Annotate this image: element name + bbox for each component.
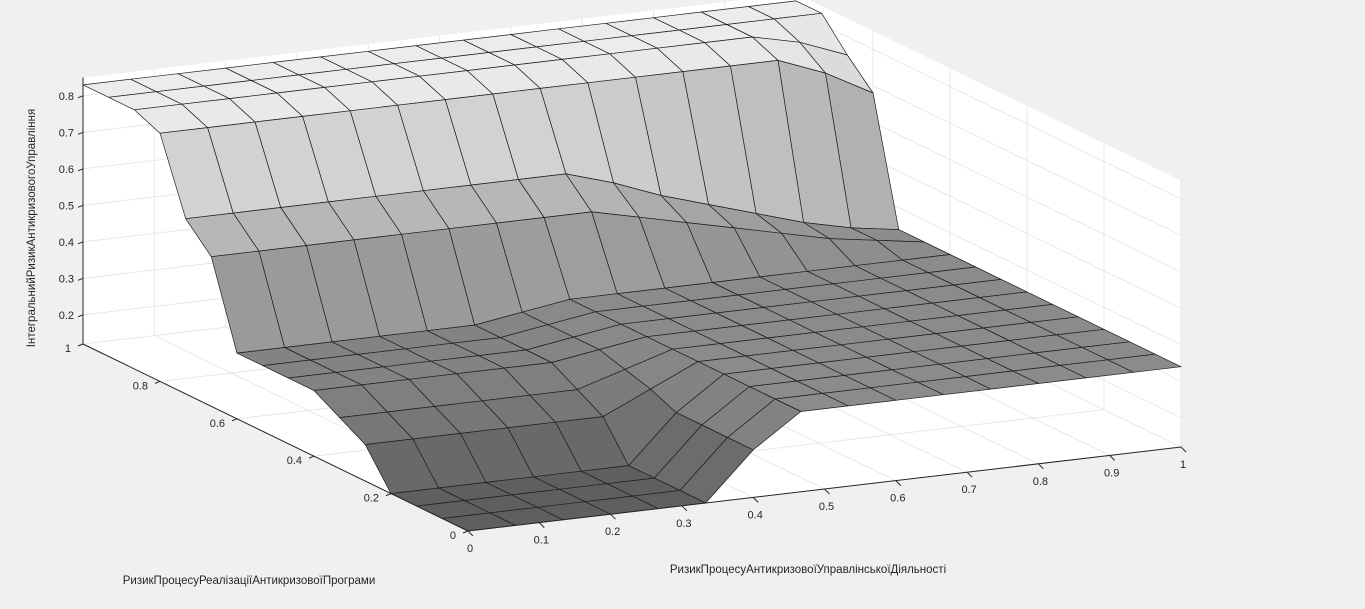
z-tick-label: 0.8 (59, 91, 74, 103)
z-tick-mark (77, 95, 84, 99)
x-tick-label: 0.7 (961, 484, 976, 496)
z-tick-mark (77, 241, 84, 245)
y-tick-mark (154, 380, 161, 384)
z-tick-mark (77, 204, 84, 208)
x-tick-mark (1038, 463, 1044, 470)
x-tick-label: 0.8 (1033, 476, 1048, 488)
z-tick-label: 0.4 (59, 237, 74, 249)
y-tick-mark (462, 530, 469, 534)
x-tick-label: 0.2 (605, 526, 620, 538)
z-tick-mark (77, 131, 84, 135)
y-tick-label: 0.2 (364, 493, 379, 505)
x-tick-mark (681, 505, 688, 512)
y-tick-label: 0 (450, 530, 456, 542)
y-tick-label: 1 (65, 343, 71, 355)
x-tick-mark (467, 530, 474, 537)
z-axis-label: ІнтегральнийРизикАнтикризовогоУправління (26, 109, 38, 347)
y-tick-label: 0.4 (287, 455, 302, 467)
x-tick-mark (752, 497, 759, 503)
x-tick-label: 0.4 (748, 509, 763, 521)
y-axis-label: РизикПроцесуРеалізаціїАнтикризовоїПрогра… (123, 575, 376, 587)
x-axis-label: РизикПроцесуАнтикризовоїУправлінськоїДія… (670, 564, 946, 576)
x-tick-label: 0.5 (819, 501, 834, 513)
x-tick-label: 0.3 (676, 518, 691, 530)
z-tick-label: 0.2 (59, 310, 74, 322)
y-tick-mark (77, 343, 84, 347)
z-tick-mark (77, 314, 84, 318)
y-tick-mark (231, 418, 238, 422)
z-tick-label: 0.3 (59, 273, 74, 285)
y-tick-mark (385, 493, 392, 497)
z-tick-label: 0.6 (59, 164, 74, 176)
x-tick-label: 1 (1180, 459, 1186, 471)
y-tick-label: 0.6 (210, 418, 225, 430)
x-tick-mark (824, 488, 830, 495)
x-tick-mark (966, 471, 973, 478)
z-tick-label: 0.7 (59, 127, 74, 139)
z-tick-label: 0.5 (59, 200, 74, 212)
x-tick-label: 0 (467, 543, 473, 555)
y-tick-mark (308, 455, 315, 459)
y-tick-label: 0.8 (133, 380, 148, 392)
surface-mesh (82, 0, 1182, 532)
x-tick-mark (538, 522, 545, 528)
x-tick-label: 0.9 (1104, 467, 1119, 479)
x-tick-mark (1109, 455, 1116, 461)
x-tick-mark (895, 480, 902, 486)
z-tick-mark (77, 277, 84, 281)
x-tick-label: 0.6 (890, 493, 905, 505)
x-tick-mark (610, 513, 616, 520)
z-tick-mark (77, 168, 84, 172)
axes-frame (77, 77, 1187, 537)
x-tick-label: 0.1 (534, 535, 549, 547)
grid-line-z (795, 11, 1182, 200)
tick-labels: 0 0.1 0.2 0.3 0.4 0.5 0.6 0.7 0.8 0.9 1 0 0.2 0.4 0.6 0… (59, 91, 1186, 555)
y-axis-line (82, 343, 469, 532)
x-tick-mark (1180, 446, 1187, 453)
